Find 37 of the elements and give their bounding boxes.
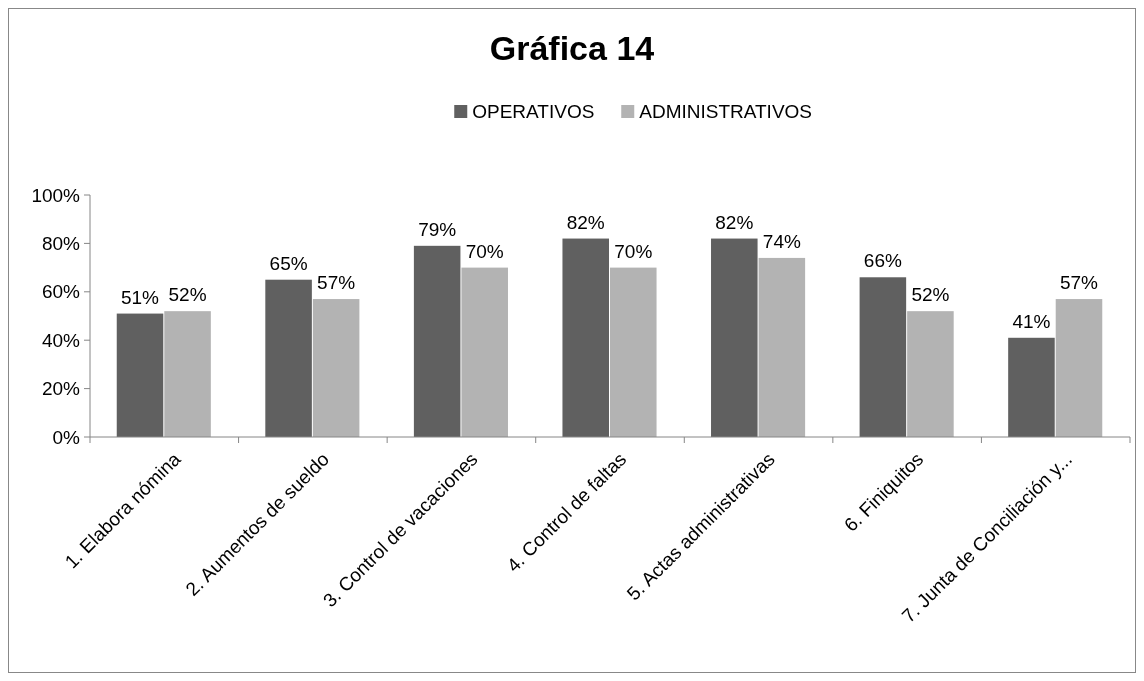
data-label: 70% xyxy=(614,240,653,262)
bar xyxy=(859,277,907,437)
y-tick-label: 20% xyxy=(41,378,81,400)
bar xyxy=(1055,299,1103,437)
bar xyxy=(907,311,954,437)
chart-title: Gráfica 14 xyxy=(489,29,655,67)
bar xyxy=(562,238,609,437)
data-label: 79% xyxy=(418,218,457,240)
bar xyxy=(265,279,312,437)
data-label: 82% xyxy=(715,211,754,233)
y-tick-label: 100% xyxy=(31,184,81,206)
data-label: 82% xyxy=(566,211,605,233)
bar xyxy=(1008,337,1055,437)
legend-label: OPERATIVOS xyxy=(472,101,595,122)
y-tick-label: 60% xyxy=(41,281,81,303)
data-label: 65% xyxy=(269,252,308,274)
data-label: 52% xyxy=(168,284,207,306)
bar xyxy=(461,267,508,437)
data-label: 70% xyxy=(465,240,504,262)
data-label: 57% xyxy=(317,272,356,294)
y-tick-label: 0% xyxy=(52,426,81,448)
data-label: 52% xyxy=(911,284,950,306)
legend-label: ADMINISTRATIVOS xyxy=(639,101,813,122)
data-label: 66% xyxy=(863,250,902,272)
y-tick-label: 80% xyxy=(41,233,81,255)
data-label: 74% xyxy=(762,230,801,252)
bar xyxy=(164,311,211,437)
bar xyxy=(711,238,758,437)
bar xyxy=(758,257,806,437)
bar xyxy=(116,313,164,437)
y-tick-label: 40% xyxy=(41,329,81,351)
data-label: 57% xyxy=(1059,272,1099,294)
bar xyxy=(413,245,461,437)
bar xyxy=(312,299,360,437)
data-label: 51% xyxy=(121,286,160,308)
bar xyxy=(610,267,657,437)
data-label: 41% xyxy=(1012,310,1051,332)
